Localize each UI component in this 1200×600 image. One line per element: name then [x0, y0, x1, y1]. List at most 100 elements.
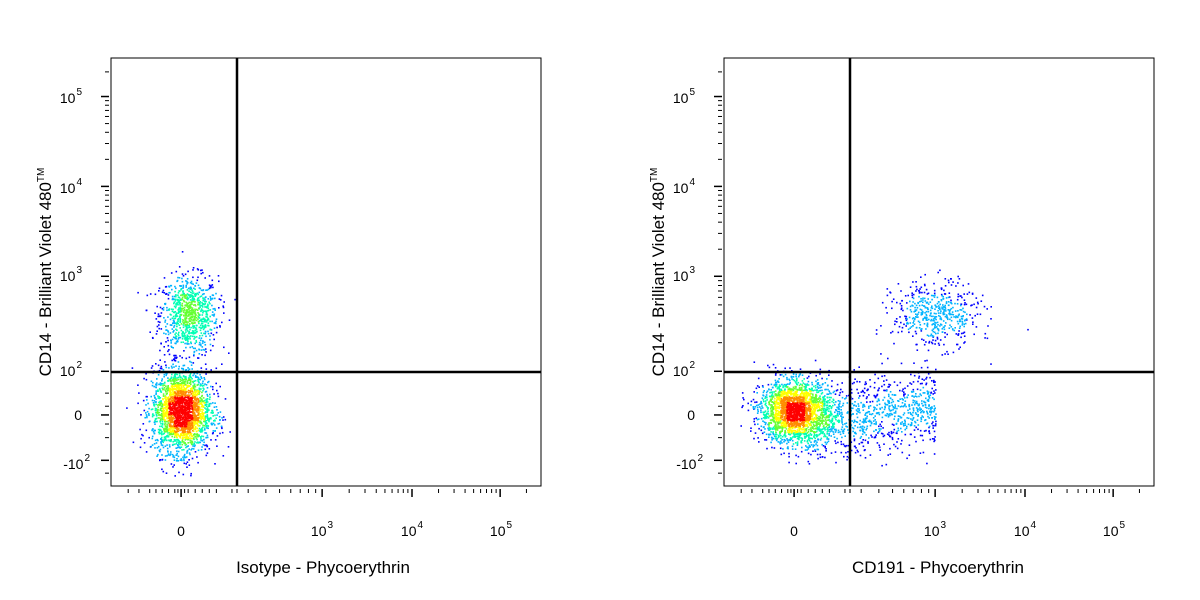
- data-point: [201, 301, 203, 304]
- data-point: [185, 281, 188, 283]
- data-point: [814, 389, 816, 391]
- data-point: [926, 407, 928, 409]
- data-point: [209, 320, 211, 323]
- data-point: [189, 372, 192, 375]
- data-point: [929, 438, 932, 441]
- data-point: [957, 334, 960, 336]
- data-point: [181, 338, 184, 340]
- data-point: [789, 382, 791, 384]
- data-point: [176, 315, 178, 317]
- data-point: [964, 302, 966, 304]
- data-point: [846, 412, 848, 414]
- data-point: [182, 385, 185, 388]
- data-point: [770, 436, 773, 439]
- data-point: [191, 437, 193, 440]
- data-point: [182, 332, 185, 334]
- data-point: [192, 331, 195, 334]
- data-point: [212, 286, 214, 289]
- data-point: [190, 326, 192, 329]
- data-point: [814, 384, 817, 387]
- data-point: [863, 426, 866, 429]
- data-point: [162, 388, 164, 391]
- data-point: [810, 389, 812, 391]
- data-point: [777, 381, 780, 383]
- data-point: [883, 375, 886, 377]
- data-point: [139, 446, 142, 449]
- data-point: [190, 404, 193, 407]
- data-point: [864, 421, 867, 423]
- data-point: [179, 459, 182, 461]
- data-point: [915, 313, 917, 315]
- data-point: [159, 450, 161, 453]
- data-point: [761, 407, 764, 409]
- data-point: [959, 346, 961, 349]
- left-x-tick-label: 0: [177, 523, 185, 539]
- data-point: [834, 415, 837, 418]
- left-y-tick-label: 104: [60, 177, 83, 196]
- data-point: [767, 408, 769, 410]
- data-point: [824, 445, 826, 448]
- data-point: [189, 316, 191, 319]
- data-point: [877, 398, 880, 400]
- data-point: [190, 320, 192, 322]
- data-point: [755, 401, 758, 403]
- data-point: [181, 296, 184, 299]
- data-point: [873, 436, 876, 439]
- data-point: [761, 405, 763, 407]
- data-point: [204, 319, 207, 321]
- data-point: [191, 303, 193, 305]
- data-point: [806, 383, 809, 385]
- data-point: [207, 322, 210, 324]
- data-point: [194, 435, 196, 438]
- data-point: [932, 427, 934, 429]
- data-point: [199, 343, 202, 346]
- data-point: [183, 322, 186, 324]
- data-point: [165, 420, 168, 423]
- data-point: [962, 307, 964, 310]
- data-point: [183, 364, 186, 367]
- data-point: [201, 429, 203, 432]
- data-point: [151, 365, 154, 367]
- data-point: [839, 431, 841, 433]
- data-point: [146, 399, 148, 401]
- data-point: [177, 421, 180, 424]
- data-point: [990, 363, 992, 365]
- data-point: [917, 424, 920, 426]
- data-point: [889, 391, 892, 393]
- data-point: [185, 338, 188, 341]
- data-point: [913, 323, 916, 325]
- data-point: [186, 311, 189, 314]
- data-point: [201, 404, 204, 406]
- data-point: [919, 308, 922, 311]
- data-point: [169, 401, 171, 403]
- data-point: [791, 378, 793, 380]
- data-point: [896, 441, 898, 443]
- data-point: [148, 414, 150, 417]
- data-point: [199, 335, 201, 337]
- data-point: [891, 330, 894, 333]
- data-point: [930, 318, 933, 321]
- data-point: [819, 389, 822, 392]
- data-point: [168, 400, 170, 402]
- data-point: [758, 406, 761, 408]
- data-point: [175, 342, 177, 345]
- data-point: [840, 428, 843, 431]
- data-point: [182, 364, 185, 367]
- data-point: [172, 363, 174, 366]
- data-point: [856, 413, 858, 415]
- data-point: [213, 406, 216, 408]
- data-point: [906, 318, 908, 320]
- data-point: [806, 440, 809, 443]
- data-point: [934, 323, 936, 326]
- data-point: [185, 327, 188, 330]
- data-point: [168, 353, 171, 356]
- data-point: [884, 406, 886, 409]
- data-point: [190, 383, 192, 386]
- data-point: [881, 421, 883, 423]
- data-point: [902, 424, 905, 427]
- data-point: [185, 463, 187, 465]
- data-point: [919, 389, 922, 391]
- data-point: [199, 417, 201, 420]
- data-point: [209, 302, 211, 305]
- data-point: [224, 418, 227, 421]
